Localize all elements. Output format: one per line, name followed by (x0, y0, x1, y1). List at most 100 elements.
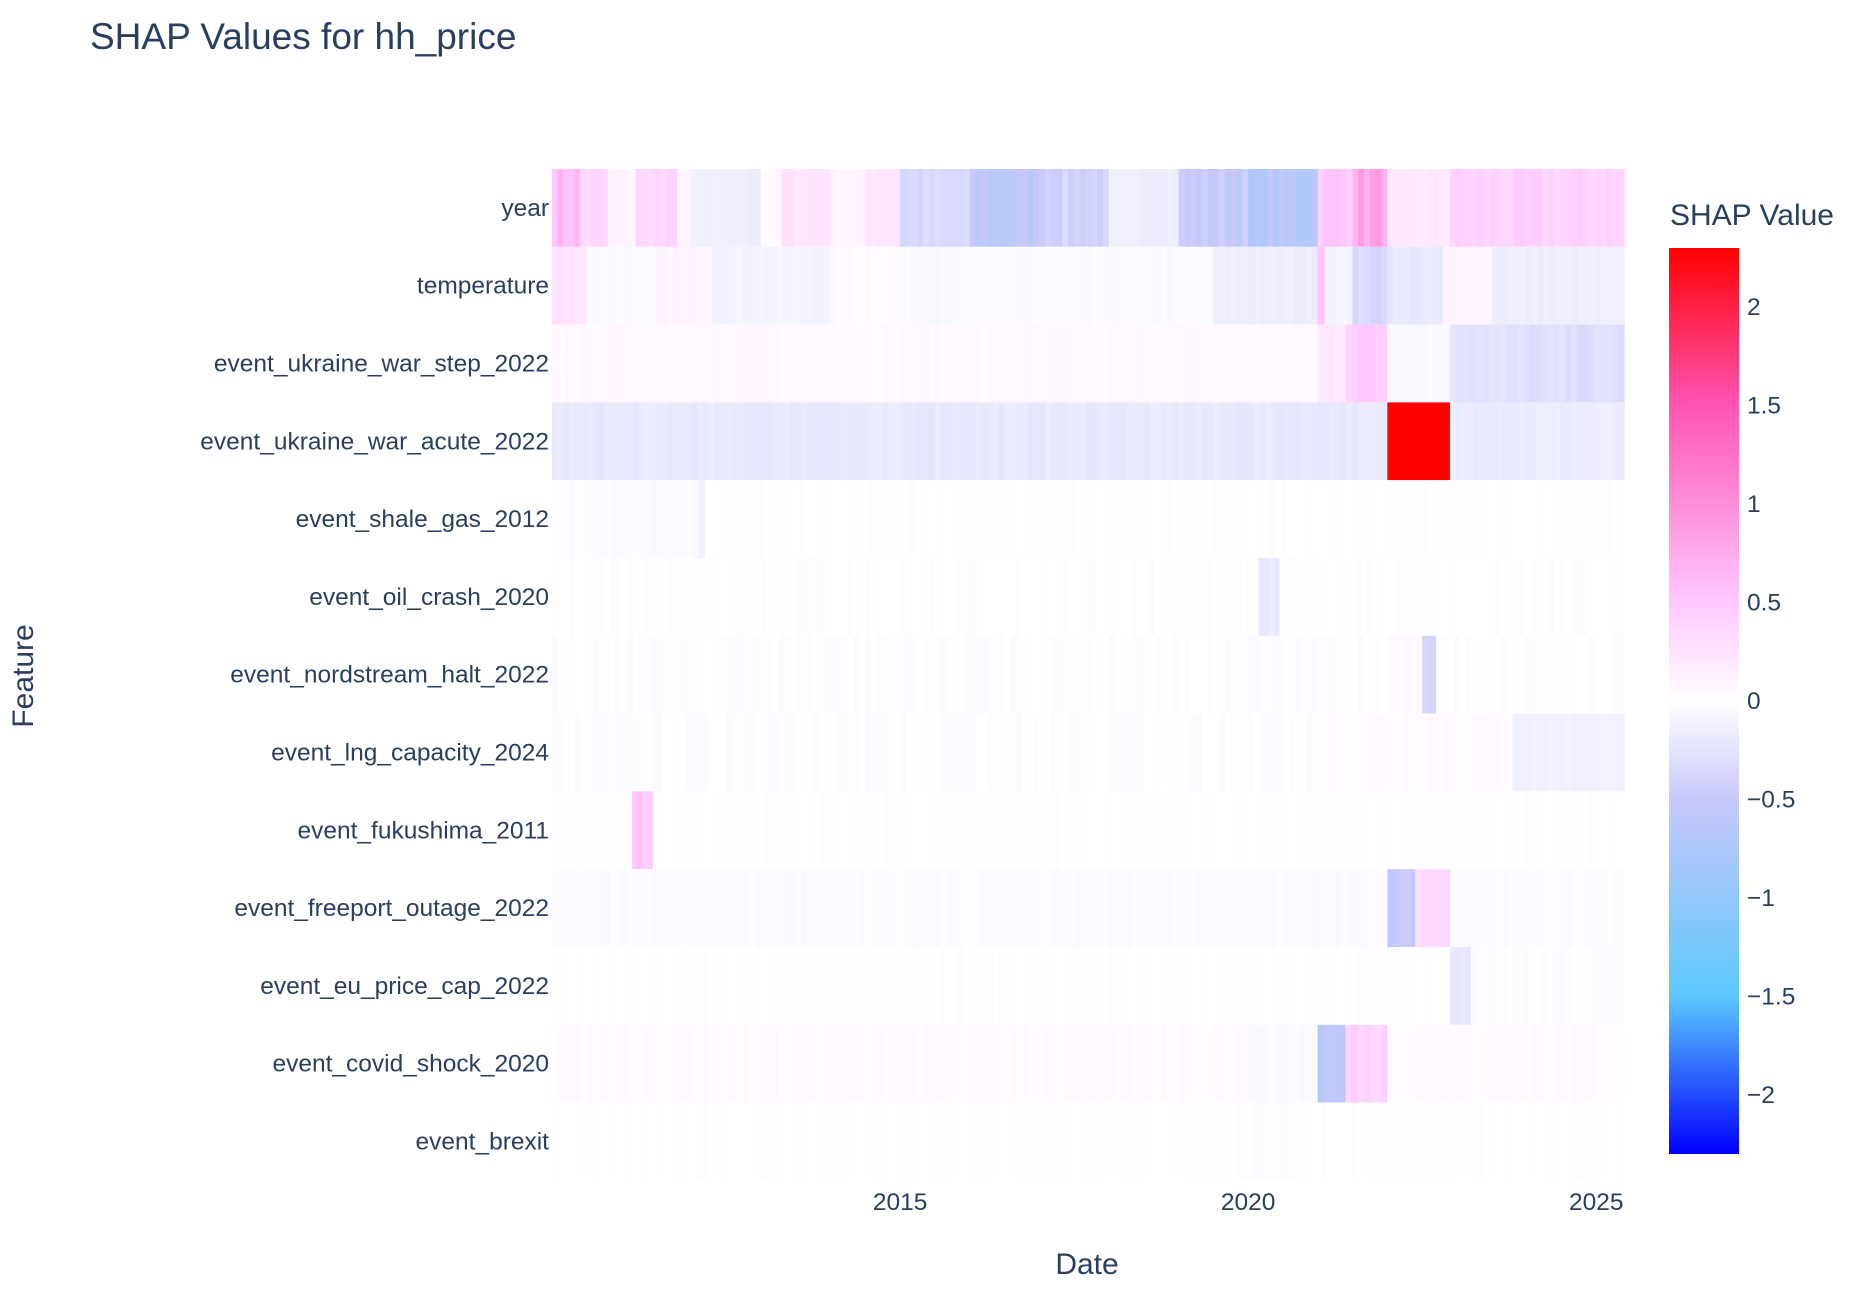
heatmap-cell-event_oil_crash_2020-0-87 (1055, 558, 1063, 636)
heatmap-cell-event_fukushima_2011-2-136 (1443, 791, 1451, 870)
heatmap-cell-event_ukraine_war_acute_2022-0-62 (911, 402, 919, 481)
heatmap-cell-event_ukraine_war_acute_2022-0-123 (1265, 402, 1272, 481)
heatmap-cell-event_shale_gas_2012-2-129 (1455, 480, 1462, 558)
heatmap-cell-event_oil_crash_2020-2-38 (1501, 558, 1508, 636)
heatmap-cell-temperature-12-20 (1606, 246, 1614, 325)
heatmap-cell-year-3-6 (671, 169, 678, 247)
heatmap-cell-event_ukraine_war_step_2022-0-122 (1259, 324, 1267, 403)
heatmap-cell-event_brexit-0-111 (1195, 1102, 1203, 1181)
y-tick-label-event_shale_gas_2012: event_shale_gas_2012 (296, 506, 549, 533)
heatmap-cell-event_ukraine_war_step_2022-0-5 (581, 324, 588, 403)
heatmap-cell-event_eu_price_cap_2022-0-89 (1067, 947, 1074, 1025)
heatmap-cell-event_ukraine_war_step_2022-0-97 (1114, 324, 1122, 403)
heatmap-cell-event_brexit-0-11 (615, 1102, 623, 1181)
heatmap-cell-year-17-5 (1346, 169, 1354, 247)
heatmap-cell-event_ukraine_war_step_2022-5-19 (1618, 324, 1625, 403)
heatmap-cell-event_covid_shock_2020-0-27 (708, 1024, 716, 1103)
heatmap-cell-event_covid_shock_2020-0-32 (737, 1024, 745, 1103)
heatmap-cell-year-19-4 (1410, 169, 1417, 247)
heatmap-cell-year-13-5 (1137, 169, 1145, 247)
heatmap-cell-event_nordstream_halt_2022-0-95 (1103, 635, 1110, 714)
heatmap-cell-temperature-5-11 (963, 246, 971, 325)
heatmap-cell-event_brexit-2-45 (1565, 1102, 1573, 1181)
heatmap-cell-event_eu_price_cap_2022-0-13 (627, 947, 634, 1025)
heatmap-cell-temperature-3-14 (794, 246, 802, 325)
heatmap-cell-event_shale_gas_2012-2-53 (1013, 480, 1020, 558)
heatmap-cell-event_lng_capacity_2024-0-42 (795, 713, 803, 792)
heatmap-cell-temperature-3-12 (783, 246, 790, 325)
heatmap-cell-event_brexit-0-31 (731, 1102, 739, 1181)
heatmap-cell-event_nordstream_halt_2022-0-128 (1294, 635, 1301, 714)
heatmap-cell-event_ukraine_war_step_2022-1-2 (1328, 324, 1336, 403)
heatmap-cell-temperature-3-8 (759, 246, 766, 325)
heatmap-cell-temperature-11-1 (1449, 246, 1456, 325)
heatmap-cell-event_freeport_outage_2022-0-72 (969, 869, 977, 947)
heatmap-cell-event_brexit-0-47 (824, 1102, 832, 1181)
heatmap-cell-temperature-6-10 (1271, 246, 1278, 325)
heatmap-cell-event_brexit-1-5 (1275, 1102, 1283, 1181)
heatmap-cell-event_lng_capacity_2024-0-48 (830, 713, 837, 792)
heatmap-cell-event_shale_gas_2012-2-48 (984, 480, 991, 558)
heatmap-cell-event_oil_crash_2020-0-2 (563, 558, 570, 636)
heatmap-cell-event_freeport_outage_2022-0-114 (1213, 869, 1220, 947)
heatmap-cell-temperature-5-44 (1155, 246, 1162, 325)
heatmap-cell-temperature-1-1 (592, 246, 600, 325)
heatmap-cell-event_lng_capacity_2024-2-6 (1547, 713, 1555, 792)
heatmap-cell-event_ukraine_war_acute_2022-0-11 (615, 402, 623, 481)
heatmap-cell-event_covid_shock_2020-0-42 (795, 1024, 803, 1103)
heatmap-cell-event_ukraine_war_step_2022-4-4 (1472, 324, 1479, 403)
heatmap-cell-event_freeport_outage_2022-0-62 (911, 869, 919, 947)
heatmap-cell-temperature-9-2 (1364, 246, 1371, 325)
heatmap-cell-event_lng_capacity_2024-0-96 (1108, 713, 1116, 792)
heatmap-cell-event_ukraine_war_step_2022-0-108 (1178, 324, 1185, 403)
heatmap-cell-event_ukraine_war_acute_2022-0-35 (755, 402, 762, 481)
heatmap-cell-event_brexit-0-58 (888, 1102, 895, 1181)
heatmap-cell-event_ukraine_war_acute_2022-0-88 (1062, 402, 1069, 481)
heatmap-cell-event_brexit-1-4 (1270, 1102, 1277, 1181)
heatmap-cell-event_brexit-0-22 (679, 1102, 687, 1181)
heatmap-cell-event_oil_crash_2020-0-97 (1113, 558, 1121, 636)
heatmap-cell-event_shale_gas_2012-2-78 (1158, 480, 1166, 558)
heatmap-cell-temperature-2-1 (661, 246, 669, 325)
heatmap-cell-event_ukraine_war_step_2022-0-23 (685, 324, 692, 403)
heatmap-cell-event_brexit-0-75 (987, 1102, 994, 1181)
heatmap-cell-temperature-11-6 (1479, 246, 1487, 325)
heatmap-cell-event_eu_price_cap_2022-0-118 (1235, 947, 1243, 1025)
heatmap-cell-event_ukraine_war_acute_2022-0-125 (1277, 402, 1284, 481)
heatmap-cell-event_eu_price_cap_2022-1-3 (1465, 947, 1472, 1025)
heatmap-cell-event_eu_price_cap_2022-0-46 (818, 947, 825, 1025)
heatmap-cell-event_eu_price_cap_2022-0-58 (888, 947, 895, 1025)
heatmap-cell-event_covid_shock_2020-1-9 (1300, 1024, 1307, 1103)
heatmap-cell-event_oil_crash_2020-0-71 (963, 558, 970, 636)
heatmap-cell-event_brexit-0-81 (1021, 1102, 1029, 1181)
heatmap-cell-event_freeport_outage_2022-0-19 (662, 869, 669, 947)
heatmap-cell-event_fukushima_2011-2-40 (885, 791, 892, 870)
heatmap-cell-event_brexit-1-8 (1292, 1102, 1299, 1181)
heatmap-cell-event_covid_shock_2020-2-4 (1339, 1024, 1347, 1103)
heatmap-cell-event_ukraine_war_step_2022-0-89 (1068, 324, 1075, 403)
heatmap-cell-event_brexit-2-5 (1332, 1102, 1340, 1181)
heatmap-cell-event_shale_gas_2012-2-122 (1414, 480, 1422, 558)
heatmap-cell-event_ukraine_war_step_2022-0-69 (952, 324, 959, 403)
heatmap-cell-event_shale_gas_2012-2-57 (1036, 480, 1044, 558)
heatmap-cell-event_nordstream_halt_2022-3-9 (1488, 635, 1496, 714)
heatmap-cell-event_brexit-2-2 (1315, 1102, 1322, 1181)
heatmap-cell-event_fukushima_2011-2-157 (1565, 791, 1573, 870)
heatmap-cell-event_fukushima_2011-2-64 (1025, 791, 1032, 870)
heatmap-cell-event_ukraine_war_acute_2022-0-136 (1340, 402, 1348, 481)
heatmap-cell-event_brexit-0-118 (1236, 1102, 1243, 1181)
heatmap-cell-event_oil_crash_2020-2-56 (1606, 558, 1613, 636)
heatmap-cell-temperature-11-0 (1443, 246, 1450, 325)
heatmap-cell-event_oil_crash_2020-0-43 (801, 558, 808, 636)
heatmap-cell-temperature-1-6 (621, 246, 629, 325)
heatmap-cell-event_covid_shock_2020-4-18 (1491, 1024, 1498, 1103)
heatmap-cell-year-6-3 (776, 169, 783, 247)
heatmap-cell-event_freeport_outage_2022-0-43 (801, 869, 808, 947)
heatmap-cell-event_fukushima_2011-2-139 (1461, 791, 1468, 870)
heatmap-cell-event_lng_capacity_2024-0-108 (1178, 713, 1185, 792)
heatmap-cell-event_freeport_outage_2022-0-123 (1265, 869, 1272, 947)
heatmap-cell-event_brexit-0-105 (1161, 1102, 1168, 1181)
heatmap-cell-event_brexit-0-70 (958, 1102, 965, 1181)
heatmap-cell-event_nordstream_halt_2022-0-39 (778, 635, 785, 714)
heatmap-cell-event_brexit-2-46 (1571, 1102, 1579, 1181)
